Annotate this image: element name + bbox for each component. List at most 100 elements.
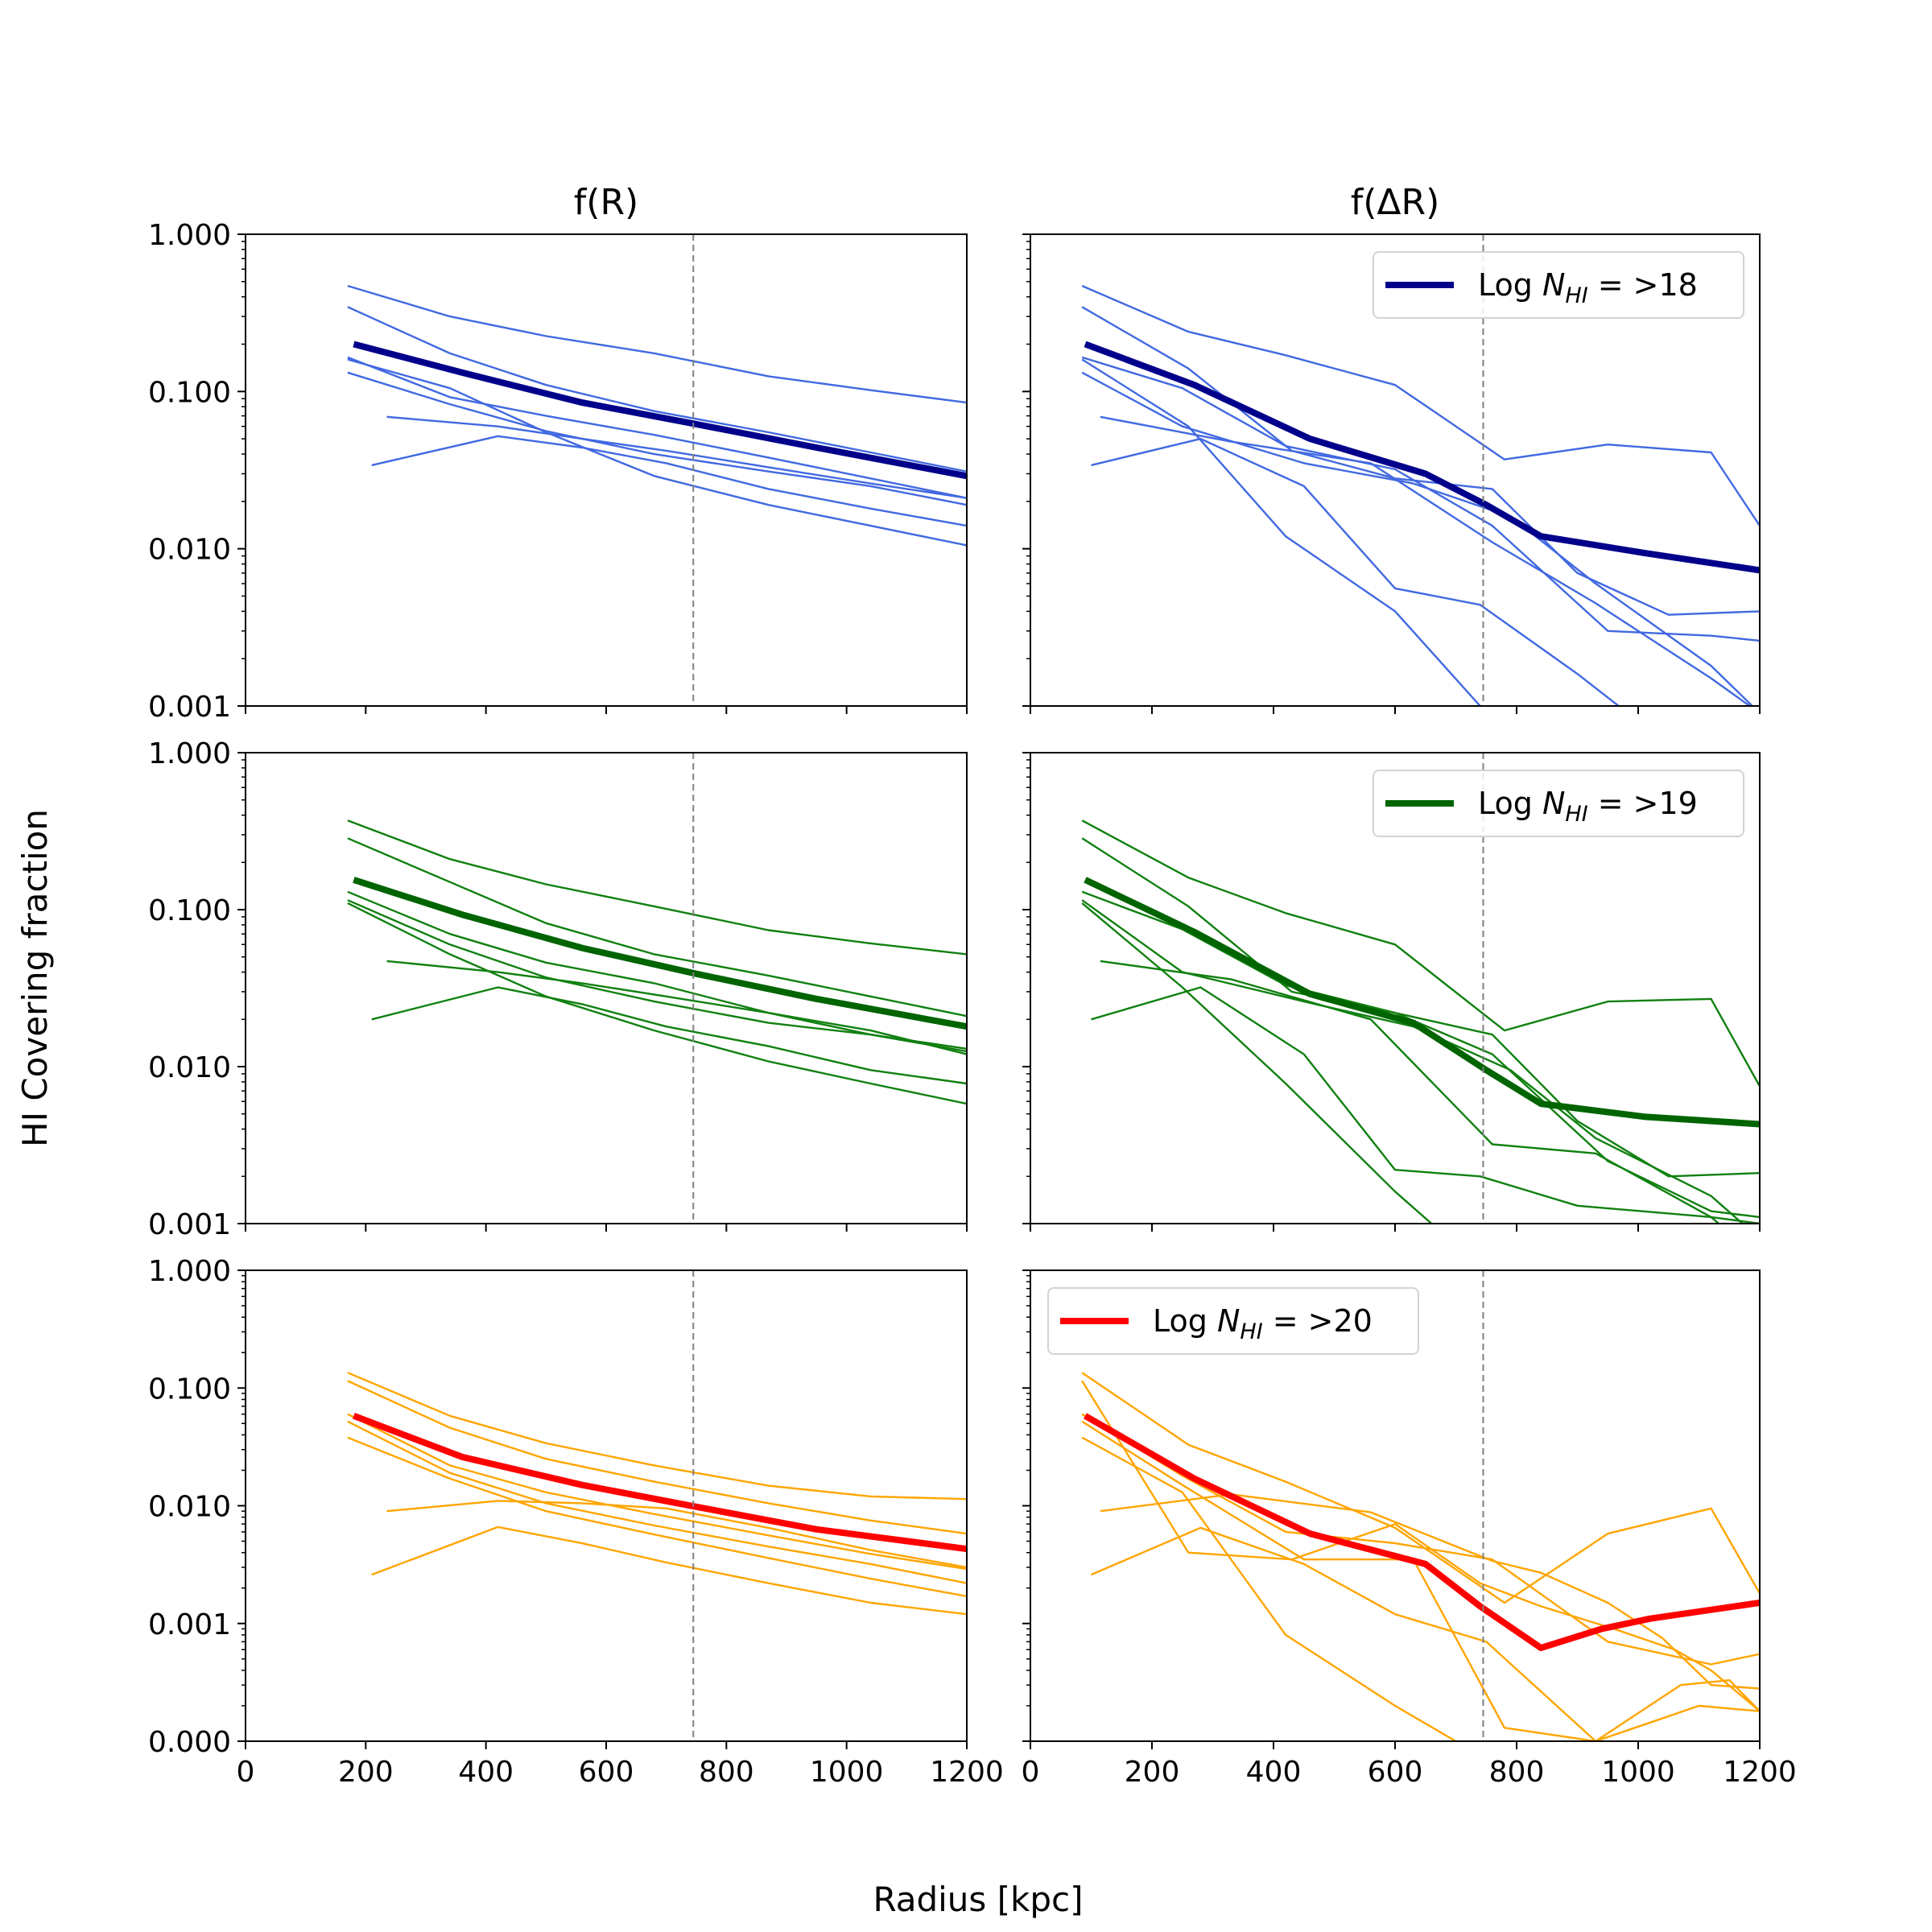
axes-frame bbox=[245, 233, 968, 707]
y-tick-label: 0.001 bbox=[148, 1208, 231, 1241]
series-line-run-5 bbox=[386, 415, 967, 499]
series-line-run-2 bbox=[347, 1380, 967, 1535]
legend: Log NHI = >19 bbox=[1373, 770, 1744, 837]
series-line-run-5 bbox=[1100, 1493, 1760, 1690]
y-tick-label: 0.100 bbox=[148, 1373, 231, 1406]
x-tick-label: 0 bbox=[237, 1756, 255, 1789]
series-line-run-1 bbox=[347, 284, 967, 404]
legend: Log NHI = >18 bbox=[1373, 251, 1744, 319]
x-tick-label: 1000 bbox=[1601, 1756, 1675, 1789]
series-line-run-4 bbox=[347, 371, 967, 506]
x-tick-label: 1200 bbox=[930, 1756, 1004, 1789]
y-tick-label: 0.100 bbox=[148, 894, 231, 927]
mean-line bbox=[1084, 341, 1760, 574]
x-tick-label: 1000 bbox=[810, 1756, 884, 1789]
y-tick-label: 0.001 bbox=[148, 1608, 231, 1641]
y-tick-label: 0.100 bbox=[148, 376, 231, 409]
y-tick-label: 1.000 bbox=[148, 1255, 231, 1288]
legend-box bbox=[1373, 251, 1744, 319]
series-line-run-6 bbox=[1091, 1526, 1760, 1741]
series-line-run-3 bbox=[347, 356, 967, 499]
series-line-run-6 bbox=[1091, 437, 1620, 706]
axes-frame bbox=[1030, 1269, 1761, 1742]
series-line-run-1 bbox=[1081, 1372, 1760, 1604]
x-tick-label: 0 bbox=[1022, 1756, 1040, 1789]
y-tick-label: 1.000 bbox=[148, 219, 231, 252]
legend: Log NHI = >20 bbox=[1047, 1287, 1419, 1355]
series-line-run-5 bbox=[386, 960, 967, 1053]
x-tick-label: 600 bbox=[1368, 1756, 1423, 1789]
series-line-run-7 bbox=[347, 902, 967, 1105]
x-tick-label: 1200 bbox=[1723, 1756, 1797, 1789]
y-tick-label: 0.010 bbox=[148, 1051, 231, 1084]
series-line-run-7 bbox=[347, 1436, 967, 1598]
x-tick-label: 800 bbox=[1489, 1756, 1545, 1789]
series-line-run-2 bbox=[1081, 837, 1760, 1178]
y-tick-label: 0.010 bbox=[148, 534, 231, 567]
series-line-run-4 bbox=[347, 1420, 967, 1584]
series-line-run-2 bbox=[347, 306, 967, 473]
legend-box bbox=[1047, 1287, 1419, 1355]
legend-label: Log NHI = >19 bbox=[1478, 786, 1698, 827]
mean-line bbox=[352, 1413, 967, 1553]
series-line-run-3 bbox=[347, 1413, 967, 1571]
series-line-run-4 bbox=[347, 899, 967, 1050]
y-tick-label: 0.000 bbox=[148, 1726, 231, 1759]
column-title-right: f(ΔR) bbox=[1351, 182, 1440, 223]
x-axis-label: Radius [kpc] bbox=[873, 1880, 1083, 1919]
series-line-run-3 bbox=[1081, 1413, 1760, 1666]
panel-2-0: 0.000 0.001 0.010 0.100 1.000 0 200 400 600 800 10… bbox=[148, 1255, 1004, 1789]
axes-frame bbox=[245, 752, 968, 1224]
series-line-run-3 bbox=[347, 890, 967, 1055]
series-line-run-3 bbox=[1081, 356, 1760, 642]
series-line-run-5 bbox=[1100, 960, 1720, 1224]
axes-frame bbox=[1030, 233, 1761, 707]
x-tick-label: 400 bbox=[1246, 1756, 1302, 1789]
y-tick-label: 0.001 bbox=[148, 691, 231, 724]
series-line-run-6 bbox=[371, 986, 967, 1085]
series-line-run-7 bbox=[1081, 358, 1481, 706]
plot-area bbox=[347, 284, 967, 547]
series-line-run-7 bbox=[1081, 1436, 1457, 1741]
x-tick-label: 400 bbox=[458, 1756, 514, 1789]
series-line-run-1 bbox=[347, 1372, 967, 1501]
series-line-run-6 bbox=[371, 1525, 967, 1616]
mean-line bbox=[353, 877, 967, 1030]
series-line-run-1 bbox=[1081, 284, 1760, 526]
x-tick-label: 800 bbox=[699, 1756, 754, 1789]
series-line-run-1 bbox=[1081, 819, 1760, 1087]
series-line-run-4 bbox=[1081, 899, 1744, 1224]
y-tick-label: 1.000 bbox=[148, 737, 231, 770]
series-line-run-4 bbox=[1081, 371, 1754, 706]
axes-frame bbox=[1030, 752, 1761, 1224]
x-tick-label: 200 bbox=[338, 1756, 394, 1789]
x-tick-label: 600 bbox=[579, 1756, 634, 1789]
series-line-run-7 bbox=[1081, 902, 1433, 1224]
series-line-run-6 bbox=[371, 435, 967, 527]
series-line-run-6 bbox=[1091, 986, 1760, 1224]
plot-area bbox=[1081, 1372, 1760, 1741]
y-axis-label: HI Covering fraction bbox=[15, 809, 55, 1147]
mean-line bbox=[353, 341, 967, 480]
axes-frame bbox=[245, 1269, 968, 1742]
panel-0-1: Log NHI = >18 bbox=[1022, 233, 1761, 714]
series-line-run-7 bbox=[347, 358, 967, 547]
legend-label: Log NHI = >20 bbox=[1153, 1303, 1373, 1344]
panel-1-0: 0.001 0.010 0.100 1.000 bbox=[148, 737, 968, 1241]
panel-1-1: Log NHI = >19 bbox=[1022, 752, 1761, 1232]
plot-area bbox=[347, 819, 967, 1105]
legend-box bbox=[1373, 770, 1744, 837]
series-line-run-5 bbox=[386, 1500, 967, 1569]
series-line-run-2 bbox=[1081, 306, 1760, 616]
panel-0-0: 0.001 0.010 0.100 1.000 bbox=[148, 219, 968, 724]
panel-2-1: 0 200 400 600 800 1000 1200 Log NHI = >20 bbox=[1022, 1269, 1797, 1789]
plot-area bbox=[1081, 284, 1760, 706]
series-line-run-3 bbox=[1081, 890, 1760, 1219]
series-line-run-1 bbox=[347, 819, 967, 956]
y-tick-label: 0.010 bbox=[148, 1491, 231, 1524]
plot-area bbox=[347, 1372, 967, 1616]
x-tick-label: 200 bbox=[1125, 1756, 1180, 1789]
column-title-left: f(R) bbox=[574, 182, 638, 223]
mean-line bbox=[1084, 1413, 1760, 1652]
